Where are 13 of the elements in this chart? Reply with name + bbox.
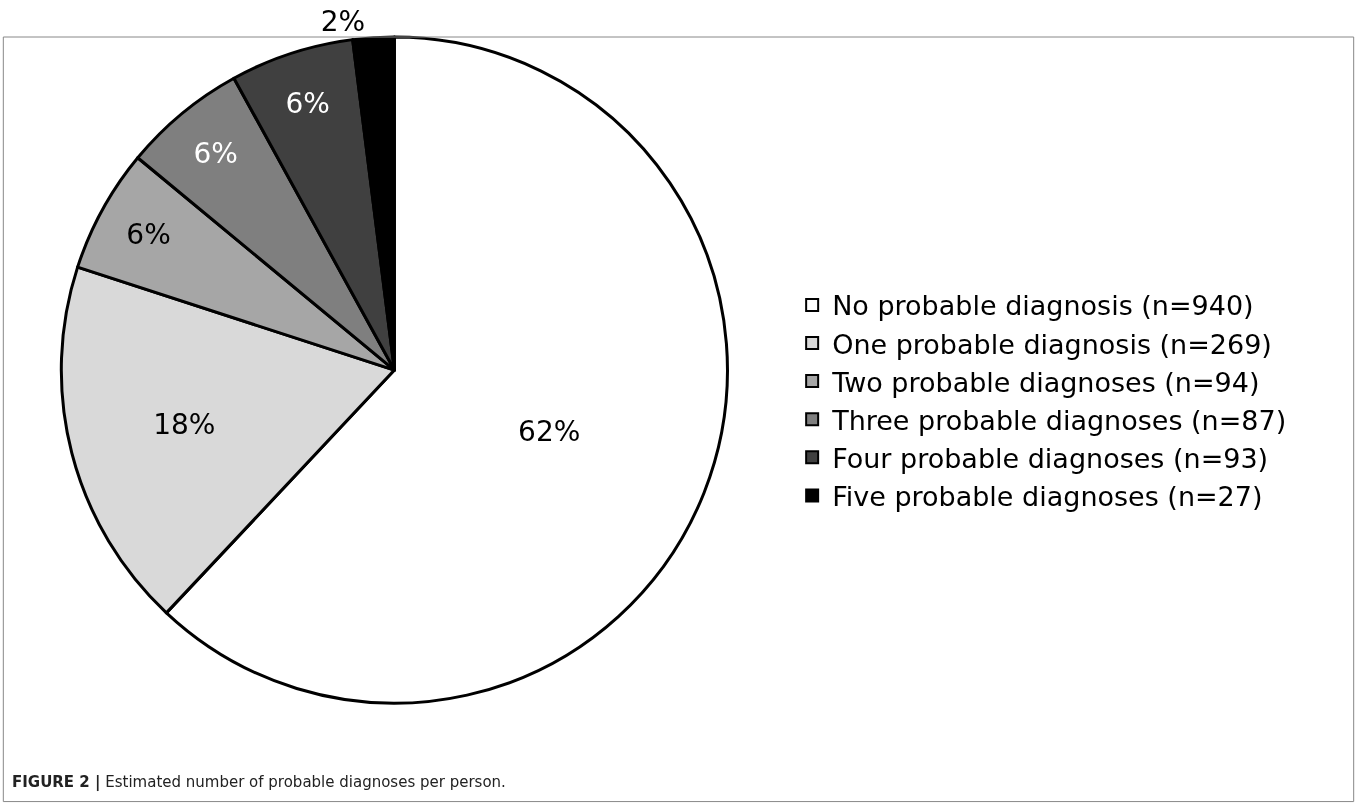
legend-label: Five probable diagnoses (n=27) [832,480,1263,512]
legend-label: Two probable diagnoses (n=94) [831,366,1260,398]
caption: FIGURE 2 | Estimated number of probable diagnoses per person. [12,773,506,792]
data-label: 18% [153,407,216,441]
data-label: 6% [285,86,330,120]
legend-label: Four probable diagnoses (n=93) [832,442,1269,474]
data-label: 6% [126,218,171,252]
legend-label: One probable diagnosis (n=269) [832,328,1272,360]
legend-label: Three probable diagnoses (n=87) [831,404,1287,436]
data-label: 62% [518,414,581,448]
legend-label: No probable diagnosis (n=940) [832,290,1254,322]
data-label: 2% [320,4,366,38]
data-label: 6% [193,137,238,171]
